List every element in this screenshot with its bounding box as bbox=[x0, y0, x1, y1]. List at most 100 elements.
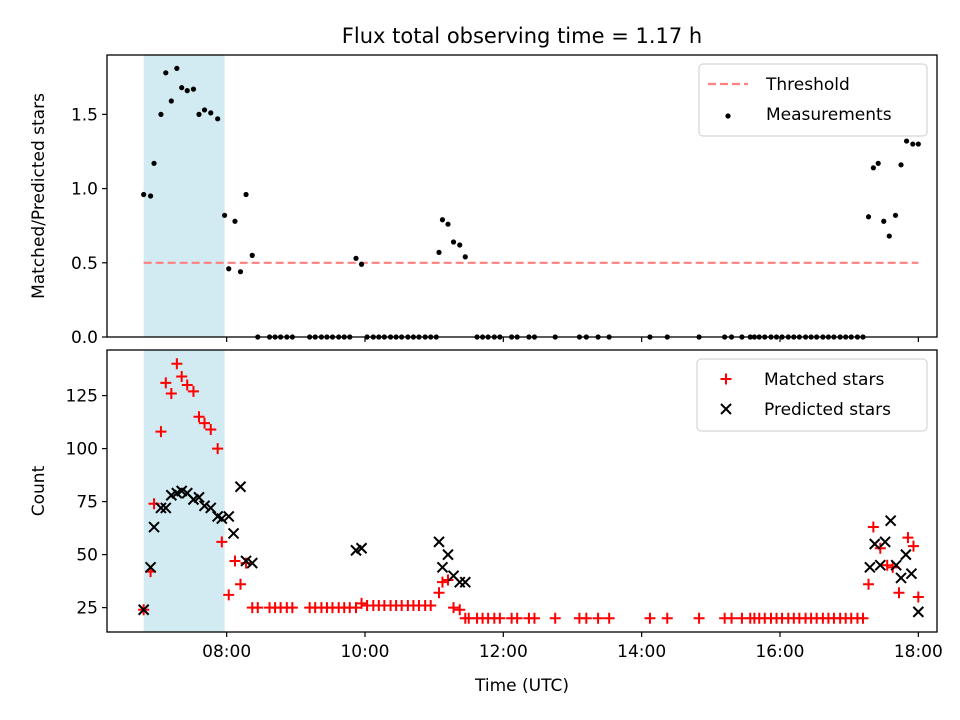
predicted-star-point bbox=[148, 521, 160, 533]
matched-star-point bbox=[644, 612, 656, 624]
legend: Threshold Measurements bbox=[698, 63, 928, 137]
predicted-star-point bbox=[227, 527, 240, 540]
matched-star-point bbox=[356, 597, 368, 609]
predicted-star-point bbox=[433, 536, 445, 548]
measurement-point bbox=[168, 98, 174, 104]
matched-star-point bbox=[448, 602, 460, 614]
measurement-point bbox=[221, 212, 228, 218]
measurement-point bbox=[892, 212, 899, 218]
matched-star-point bbox=[199, 417, 211, 429]
predicted-star-point bbox=[234, 481, 247, 493]
measurement-point bbox=[881, 218, 887, 224]
matched-star-point bbox=[234, 578, 246, 590]
measurement-point bbox=[201, 107, 208, 113]
legend-predicted-swatch bbox=[720, 403, 732, 415]
measurement-point bbox=[915, 141, 921, 147]
matched-star-point bbox=[181, 379, 193, 391]
measurement-point bbox=[870, 165, 876, 171]
predicted-star-point bbox=[155, 502, 167, 514]
predicted-star-point bbox=[442, 548, 454, 561]
y-tick-label: 50 bbox=[76, 546, 98, 566]
measurement-point bbox=[179, 85, 185, 91]
matched-star-point bbox=[205, 424, 217, 436]
x-tick-label: 16:00 bbox=[755, 642, 804, 662]
x-tick-label: 14:00 bbox=[617, 642, 666, 662]
matched-star-point bbox=[893, 587, 905, 599]
matched-star-point bbox=[171, 358, 183, 370]
legend-label: Matched stars bbox=[764, 370, 884, 390]
bottom-panel: 25 50 75 100 125 08:00 10:00 12:00 14:00 16:00 18:… bbox=[29, 349, 943, 696]
matched-star-point bbox=[229, 555, 241, 567]
axes-frame bbox=[106, 54, 938, 338]
predicted-star-point bbox=[459, 576, 471, 588]
matched-star-point bbox=[155, 426, 167, 438]
matched-star-point bbox=[549, 612, 561, 624]
matched-star-point bbox=[187, 385, 199, 397]
legend-matched-swatch bbox=[720, 373, 732, 385]
matched-star-point bbox=[252, 602, 264, 614]
matched-star-point bbox=[693, 612, 705, 624]
chart-title: Flux total observing time = 1.17 h bbox=[342, 24, 702, 48]
predicted-star-point bbox=[223, 510, 235, 523]
measurement-point bbox=[462, 254, 468, 260]
measurement-point bbox=[232, 218, 238, 224]
measurement-point bbox=[158, 111, 164, 117]
predicted-star-point bbox=[198, 500, 211, 512]
measurement-point bbox=[249, 252, 255, 258]
predicted-star-point bbox=[160, 502, 172, 514]
matched-star-point bbox=[907, 540, 919, 552]
measurement-point bbox=[898, 162, 904, 168]
matched-star-point bbox=[454, 604, 466, 616]
matched-star-point bbox=[863, 578, 875, 590]
y-tick-label: 125 bbox=[66, 387, 98, 407]
measurement-point bbox=[215, 116, 221, 122]
matched-star-point bbox=[176, 371, 188, 383]
matched-star-point bbox=[240, 557, 252, 569]
x-tick-label: 12:00 bbox=[479, 642, 528, 662]
matched-star-point bbox=[425, 599, 437, 611]
matched-star-point bbox=[350, 602, 362, 614]
measurement-point bbox=[190, 86, 197, 92]
y-axis-label: Matched/Predicted stars bbox=[29, 93, 49, 299]
measurement-point bbox=[243, 191, 249, 198]
predicted-star-point bbox=[890, 559, 902, 571]
matched-star-point bbox=[165, 387, 177, 399]
predicted-star-point bbox=[895, 572, 907, 584]
measurement-point bbox=[457, 242, 463, 248]
measurement-point bbox=[450, 239, 457, 245]
matched-star-point bbox=[603, 612, 615, 624]
matched-star-point bbox=[286, 602, 298, 614]
x-tick-label: 08:00 bbox=[202, 642, 251, 662]
matched-star-point bbox=[726, 612, 738, 624]
matched-star-point bbox=[193, 411, 205, 423]
predicted-star-point bbox=[144, 561, 157, 574]
legend-label: Predicted stars bbox=[764, 400, 891, 420]
measurement-point bbox=[865, 214, 872, 220]
predicted-star-point bbox=[884, 514, 897, 527]
measurement-point bbox=[903, 138, 910, 144]
matched-star-point bbox=[433, 587, 445, 599]
matched-star-point bbox=[661, 612, 673, 624]
shaded-span bbox=[143, 55, 225, 337]
legend-box bbox=[698, 63, 928, 137]
predicted-star-point bbox=[240, 555, 252, 567]
matched-star-point bbox=[212, 443, 224, 455]
measurement-point bbox=[439, 217, 446, 223]
x-axis-label: Time (UTC) bbox=[474, 676, 569, 696]
matched-star-point bbox=[223, 589, 235, 601]
predicted-star-point bbox=[436, 561, 449, 574]
measurement-point bbox=[163, 70, 169, 76]
legend-label: Threshold bbox=[765, 75, 850, 95]
predicted-star-point bbox=[905, 567, 918, 580]
y-tick-label: 0.5 bbox=[71, 254, 98, 274]
predicted-star-point bbox=[879, 536, 891, 548]
measurement-point bbox=[875, 160, 881, 166]
predicted-star-point bbox=[912, 606, 925, 618]
predicted-star-point bbox=[205, 502, 217, 514]
measurement-point bbox=[174, 65, 180, 71]
predicted-star-point bbox=[864, 561, 876, 574]
axes-frame bbox=[106, 349, 938, 633]
predicted-star-point bbox=[454, 576, 466, 588]
matched-star-point bbox=[867, 521, 879, 533]
